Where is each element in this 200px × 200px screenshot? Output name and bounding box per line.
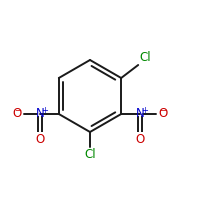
Text: O: O [136,133,145,146]
Text: N: N [136,107,145,120]
Text: +: + [41,106,48,115]
Text: Cl: Cl [84,148,96,161]
Text: O: O [35,133,44,146]
Text: −: − [159,106,166,115]
Text: Cl: Cl [139,51,151,64]
Text: N: N [35,107,44,120]
Text: O: O [158,107,168,120]
Text: −: − [14,106,21,115]
Text: O: O [12,107,22,120]
Text: +: + [141,106,148,115]
